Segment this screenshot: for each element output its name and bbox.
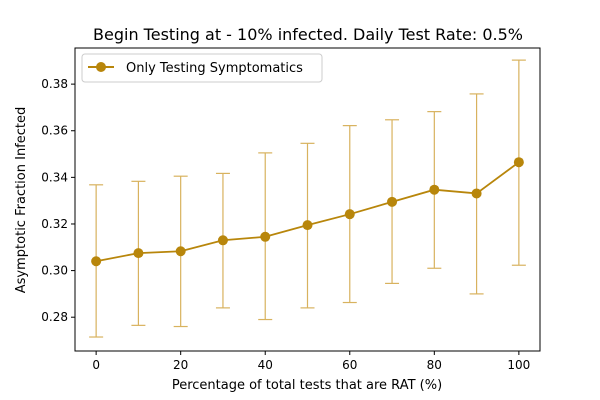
data-point <box>91 256 102 267</box>
data-point <box>471 188 482 199</box>
chart-title: Begin Testing at - 10% infected. Daily T… <box>93 25 523 44</box>
x-tick-label: 80 <box>427 358 442 372</box>
x-tick-label: 0 <box>92 358 100 372</box>
data-point <box>344 209 355 220</box>
data-point <box>513 157 524 168</box>
legend-entry-label: Only Testing Symptomatics <box>126 61 303 76</box>
x-tick-label: 60 <box>342 358 357 372</box>
data-point <box>260 231 271 242</box>
legend-marker-swatch <box>96 62 106 72</box>
markers <box>91 157 524 267</box>
y-tick-label: 0.28 <box>41 310 68 324</box>
data-point <box>175 246 186 257</box>
x-tick-label: 40 <box>258 358 273 372</box>
data-point <box>217 235 228 246</box>
y-tick-label: 0.38 <box>41 77 68 91</box>
plot-frame <box>74 47 541 352</box>
legend: Only Testing Symptomatics <box>81 53 323 83</box>
y-axis-ticks: 0.28 0.30 0.32 0.34 0.36 0.38 <box>41 77 75 324</box>
y-tick-label: 0.36 <box>41 124 68 138</box>
y-tick-label: 0.30 <box>41 264 68 278</box>
y-tick-label: 0.34 <box>41 170 68 184</box>
y-tick-label: 0.32 <box>41 217 68 231</box>
x-tick-label: 20 <box>173 358 188 372</box>
data-point <box>133 248 144 259</box>
data-point <box>387 196 398 207</box>
x-axis-label: Percentage of total tests that are RAT (… <box>172 378 442 393</box>
data-point <box>302 220 313 231</box>
data-point <box>429 184 440 195</box>
x-tick-label: 100 <box>507 358 530 372</box>
legend-box <box>81 53 323 83</box>
y-axis-label: Asymptotic Fraction Infected <box>14 107 29 293</box>
x-axis-ticks: 0 20 40 60 80 100 <box>92 351 530 372</box>
